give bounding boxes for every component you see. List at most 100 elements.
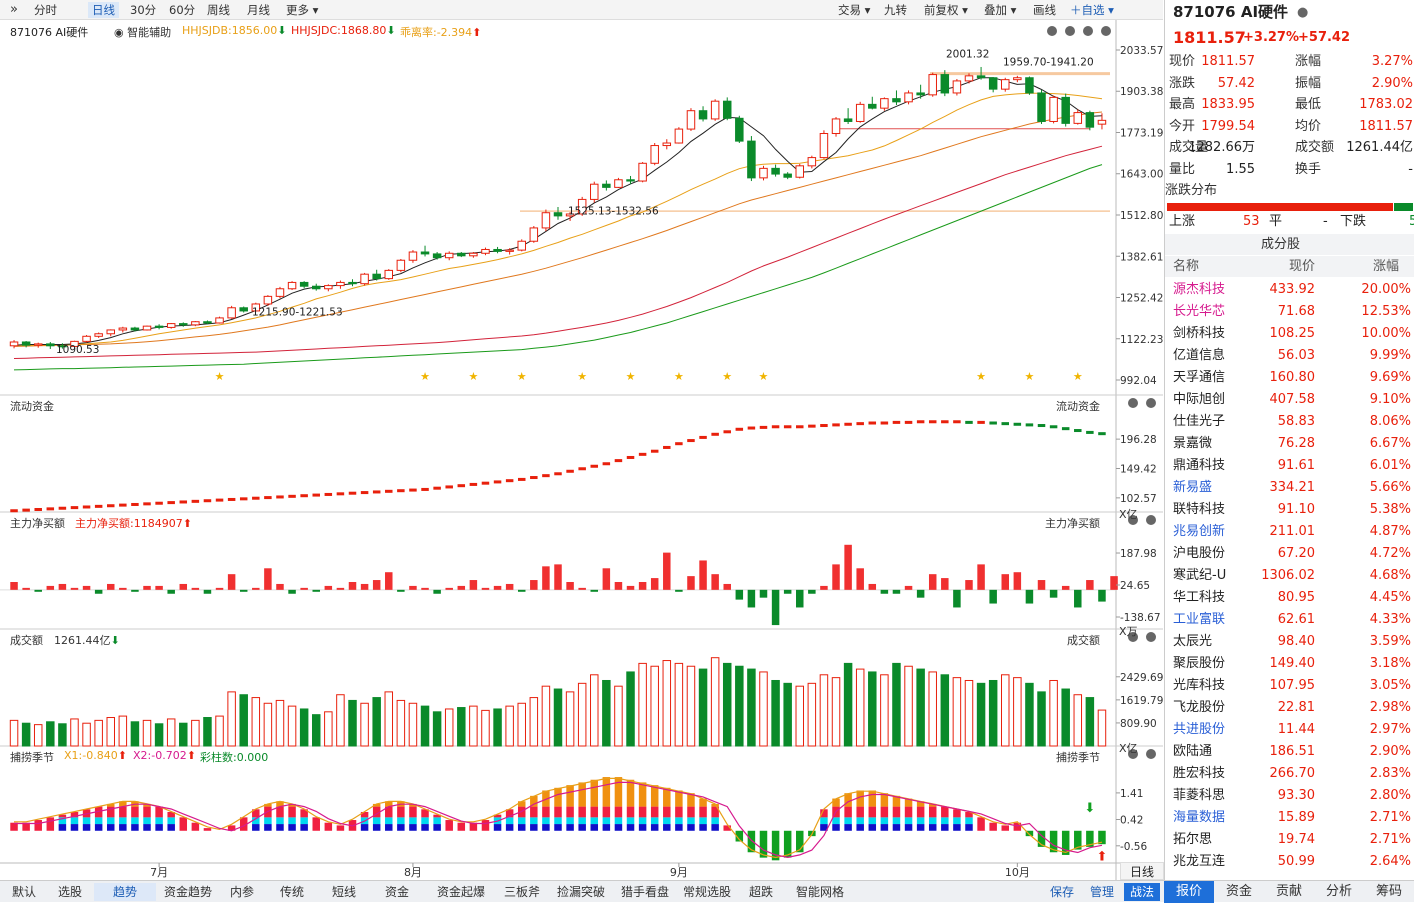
bottom-action-0[interactable]: 保存 xyxy=(1049,885,1074,899)
season-bar xyxy=(493,824,502,831)
turnover-bar xyxy=(577,682,587,747)
right-tab-1[interactable]: 资金 xyxy=(1225,884,1252,899)
component-stock-row[interactable]: 中际旭创 407.58 9.10% xyxy=(1165,389,1414,410)
components-header: 名称 现价 涨幅 xyxy=(1165,256,1414,277)
component-stock-row[interactable]: 长光华芯 71.68 12.53% xyxy=(1165,301,1414,322)
toolbar-tab-4[interactable]: 周线 xyxy=(207,3,230,17)
candle-body xyxy=(904,92,913,103)
season-bar xyxy=(276,824,284,831)
bottom-tab-4[interactable]: 内参 xyxy=(229,885,254,899)
component-stock-row[interactable]: 胜宏科技 266.70 2.83% xyxy=(1165,763,1414,784)
component-stock-row[interactable]: 拓尔思 19.74 2.71% xyxy=(1165,829,1414,850)
component-stock-row[interactable]: 海量数据 15.89 2.71% xyxy=(1165,807,1414,828)
bottom-tab-7[interactable]: 资金 xyxy=(384,885,409,899)
help-icon[interactable] xyxy=(1128,398,1138,408)
bottom-action-2[interactable]: 战法 xyxy=(1124,883,1160,901)
settings-icon[interactable] xyxy=(1146,632,1156,642)
toolbar-right-2[interactable]: 前复权 ▾ xyxy=(924,3,968,17)
season-bar xyxy=(70,811,79,818)
stock-price: 15.89 xyxy=(1277,810,1315,825)
help-icon[interactable] xyxy=(1128,515,1138,525)
smart-assist-button[interactable]: ◉ 智能辅助 xyxy=(114,24,171,40)
toolbar-right-1[interactable]: 九转 xyxy=(884,3,907,17)
star-marker: ★ xyxy=(215,370,225,383)
component-stock-row[interactable]: 共进股份 11.44 2.97% xyxy=(1165,719,1414,740)
bottom-tab-0[interactable]: 默认 xyxy=(11,885,36,899)
right-tab-3[interactable]: 分析 xyxy=(1325,884,1352,899)
component-stock-row[interactable]: 亿道信息 56.03 9.99% xyxy=(1165,345,1414,366)
season-bar xyxy=(614,777,623,807)
component-stock-row[interactable]: 兆龙互连 50.99 2.64% xyxy=(1165,851,1414,872)
toolbar-right-5[interactable]: ＋自选 ▾ xyxy=(1070,3,1114,17)
component-stock-row[interactable]: 华工科技 80.95 4.45% xyxy=(1165,587,1414,608)
settings-icon[interactable] xyxy=(1146,398,1156,408)
toolbar-right-3[interactable]: 叠加 ▾ xyxy=(984,3,1017,17)
turnover-bar xyxy=(686,665,696,747)
component-stock-row[interactable]: 飞龙股份 22.81 2.98% xyxy=(1165,697,1414,718)
toolbar-tab-0[interactable]: 分时 xyxy=(34,3,57,17)
toolbar-right-4[interactable]: 画线 xyxy=(1033,3,1056,17)
component-stock-row[interactable]: 新易盛 334.21 5.66% xyxy=(1165,477,1414,498)
bottom-action-1[interactable]: 管理 xyxy=(1089,885,1114,899)
toolbar-tab-5[interactable]: 月线 xyxy=(247,3,270,17)
settings-icon[interactable] xyxy=(1047,26,1057,36)
collapse-icon[interactable]: » xyxy=(10,2,18,17)
add-icon[interactable] xyxy=(1065,26,1075,36)
bottom-tab-6[interactable]: 短线 xyxy=(331,885,356,899)
component-stock-row[interactable]: 沪电股份 67.20 4.72% xyxy=(1165,543,1414,564)
component-stock-row[interactable]: 天孚通信 160.80 9.69% xyxy=(1165,367,1414,388)
component-stock-row[interactable]: 鼎通科技 91.61 6.01% xyxy=(1165,455,1414,476)
net-buy-bar xyxy=(590,589,599,592)
toolbar-tab-1[interactable]: 日线 xyxy=(88,2,119,18)
help-icon[interactable] xyxy=(1128,749,1138,759)
bottom-tab-14[interactable]: 智能网格 xyxy=(795,885,844,899)
component-stock-row[interactable]: 景嘉微 76.28 6.67% xyxy=(1165,433,1414,454)
bottom-tab-3[interactable]: 资金趋势 xyxy=(163,885,212,899)
help-icon[interactable] xyxy=(1128,632,1138,642)
component-stock-row[interactable]: 源杰科技 433.92 20.00% xyxy=(1165,279,1414,300)
close-icon[interactable] xyxy=(1101,26,1111,36)
bottom-tab-12[interactable]: 常规选股 xyxy=(682,885,731,899)
component-stock-row[interactable]: 寒武纪-U 1306.02 4.68% xyxy=(1165,565,1414,586)
bottom-tab-13[interactable]: 超跌 xyxy=(748,885,773,899)
bottom-tab-9[interactable]: 三板斧 xyxy=(503,885,540,899)
component-stock-row[interactable]: 联特科技 91.10 5.38% xyxy=(1165,499,1414,520)
stock-pct: 2.98% xyxy=(1369,700,1411,715)
toolbar-tab-6[interactable]: 更多 ▾ xyxy=(286,3,319,17)
component-stock-row[interactable]: 光库科技 107.95 3.05% xyxy=(1165,675,1414,696)
net-buy-bar xyxy=(10,582,18,590)
bottom-tab-10[interactable]: 捡漏突破 xyxy=(556,885,605,899)
net-buy-bar xyxy=(904,585,913,590)
component-stock-row[interactable]: 欧陆通 186.51 2.90% xyxy=(1165,741,1414,762)
info-icon[interactable]: ● xyxy=(1297,5,1309,20)
component-stock-row[interactable]: 菲菱科思 93.30 2.80% xyxy=(1165,785,1414,806)
component-stock-row[interactable]: 剑桥科技 108.25 10.00% xyxy=(1165,323,1414,344)
settings-icon[interactable] xyxy=(1146,515,1156,525)
right-tab-4[interactable]: 筹码 xyxy=(1375,884,1402,899)
bottom-tab-1[interactable]: 选股 xyxy=(57,885,82,899)
bottom-tab-8[interactable]: 资金起爆 xyxy=(436,885,485,899)
settings-icon[interactable] xyxy=(1146,749,1156,759)
minus-icon[interactable] xyxy=(1083,26,1093,36)
component-stock-row[interactable]: 兆易创新 211.01 4.87% xyxy=(1165,521,1414,542)
season-bar xyxy=(832,824,840,831)
bottom-tab-5[interactable]: 传统 xyxy=(279,885,304,899)
season-bar xyxy=(397,824,405,831)
turnover-bar xyxy=(988,679,998,747)
component-stock-row[interactable]: 聚辰股份 149.40 3.18% xyxy=(1165,653,1414,674)
bottom-tab-2[interactable]: 趋势 xyxy=(94,883,156,901)
period-label[interactable]: 日线 xyxy=(1120,862,1164,880)
toolbar-tab-2[interactable]: 30分 xyxy=(130,3,157,17)
right-tab-2[interactable]: 贡献 xyxy=(1275,884,1302,899)
right-tab-0[interactable]: 报价 xyxy=(1164,881,1214,903)
component-stock-row[interactable]: 太辰光 98.40 3.59% xyxy=(1165,631,1414,652)
turnover-bar xyxy=(1001,674,1010,747)
dist-up-bar xyxy=(1167,203,1393,211)
season-bar xyxy=(832,817,840,825)
stock-pct: 10.00% xyxy=(1361,326,1411,341)
toolbar-right-0[interactable]: 交易 ▾ xyxy=(838,3,871,17)
component-stock-row[interactable]: 工业富联 62.61 4.33% xyxy=(1165,609,1414,630)
toolbar-tab-3[interactable]: 60分 xyxy=(169,3,196,17)
bottom-tab-11[interactable]: 猎手看盘 xyxy=(620,885,669,899)
component-stock-row[interactable]: 仕佳光子 58.83 8.06% xyxy=(1165,411,1414,432)
